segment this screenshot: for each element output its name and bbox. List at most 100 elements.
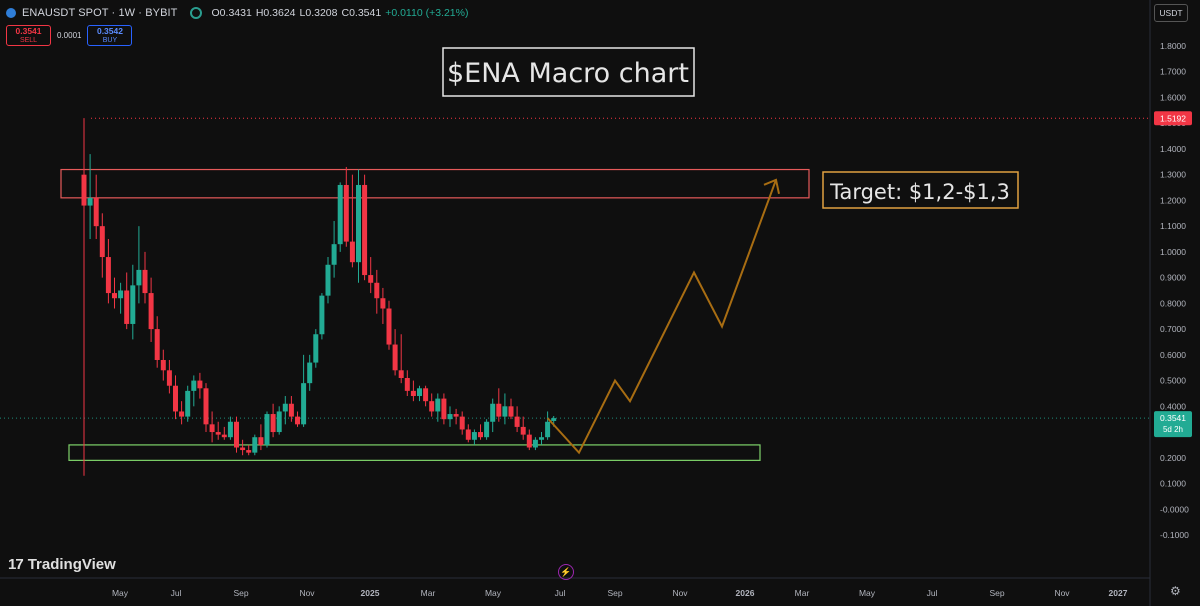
settings-gear-icon[interactable]: ⚙: [1170, 584, 1181, 598]
market-status-icon: [189, 7, 202, 19]
candle-body: [368, 275, 374, 283]
candle-body: [343, 184, 349, 242]
candle-body: [93, 197, 99, 227]
candle-body: [276, 411, 282, 433]
currency-selector[interactable]: USDT: [1154, 4, 1188, 22]
x-tick-label: Mar: [795, 588, 810, 598]
candle-body: [301, 383, 307, 425]
candle-body: [459, 416, 465, 430]
x-tick-label: Sep: [989, 588, 1004, 598]
ohlc-values: O0.3431 H0.3624 L0.3208 C0.3541 +0.0110 …: [212, 7, 469, 19]
candle-body: [282, 403, 288, 412]
last-price-countdown: 5d 2h: [1163, 425, 1183, 434]
candle-body: [337, 184, 343, 245]
candle-body: [154, 329, 160, 360]
symbol-title[interactable]: ENAUSDT SPOT · 1W · BYBIT: [22, 7, 178, 19]
x-tick-label: Jul: [555, 588, 566, 598]
y-tick-label: 1.8000: [1160, 41, 1186, 51]
x-tick-label: May: [112, 588, 129, 598]
candle-body: [136, 269, 142, 286]
sell-button[interactable]: 0.3541 SELL: [6, 25, 51, 46]
candle-body: [173, 385, 178, 412]
candle-body: [99, 226, 105, 258]
x-tick-label: Jul: [927, 588, 938, 598]
last-price-label: 0.3541: [1160, 413, 1186, 423]
candle-body: [392, 344, 398, 371]
candle-body: [313, 334, 319, 363]
high-price-label: 1.5192: [1160, 113, 1186, 123]
high-price-tag: [1154, 111, 1192, 126]
candle-body: [539, 437, 544, 440]
candle-body: [240, 447, 246, 451]
buy-button[interactable]: 0.3542 BUY: [87, 25, 133, 46]
candle-body: [410, 390, 416, 397]
candle-body: [349, 241, 355, 263]
candle-body: [270, 414, 276, 433]
x-tick-label: Jul: [171, 588, 182, 598]
candle-body: [197, 380, 203, 389]
candle-body: [191, 380, 197, 391]
candle-body: [105, 257, 111, 294]
projection-path: [546, 179, 777, 455]
candle-body: [246, 450, 252, 453]
sell-label: SELL: [19, 37, 38, 44]
candle-body: [148, 293, 154, 330]
candle-body: [258, 437, 264, 445]
candle-body: [484, 421, 490, 438]
y-tick-label: 0.6000: [1160, 350, 1186, 360]
tradingview-logo: 17 TradingView: [8, 556, 116, 573]
change-value: +0.0110 (+3.21%): [385, 7, 469, 19]
y-tick-label: 0.7000: [1160, 324, 1186, 334]
y-tick-label: 1.6000: [1160, 92, 1186, 102]
candle-body: [87, 197, 93, 206]
x-tick-label: Mar: [421, 588, 436, 598]
candle-body: [118, 290, 124, 299]
candles-group: [81, 118, 557, 476]
candle-body: [325, 264, 331, 296]
title-box: [442, 47, 695, 97]
tradingview-wordmark: TradingView: [27, 556, 116, 573]
buy-price: 0.3542: [96, 26, 123, 36]
candle-body: [203, 388, 209, 425]
y-tick-label: 1.7000: [1160, 67, 1186, 77]
candle-body: [380, 298, 386, 309]
y-tick-label: -0.0000: [1160, 504, 1189, 514]
candle-body: [490, 403, 496, 422]
x-tick-label: 2027: [1109, 588, 1128, 598]
candle-body: [166, 370, 172, 386]
y-tick-label: 1.1000: [1160, 221, 1186, 231]
candle-body: [160, 359, 166, 371]
buy-label: BUY: [102, 37, 118, 44]
tradingview-mark-icon: 17: [8, 556, 24, 573]
y-tick-label: 1.2000: [1160, 195, 1186, 205]
flash-icon[interactable]: ⚡: [558, 564, 574, 580]
y-tick-label: 0.1000: [1160, 479, 1186, 489]
candle-body: [398, 370, 404, 379]
trade-panel: 0.3541 SELL 0.0001 0.3542 BUY: [6, 25, 133, 46]
target-box: [822, 171, 1019, 209]
candle-body: [496, 403, 502, 417]
y-tick-label: -0.1000: [1160, 530, 1189, 540]
candle-body: [508, 406, 514, 417]
candle-body: [404, 378, 410, 391]
candle-body: [532, 439, 538, 448]
x-tick-label: 2026: [736, 588, 755, 598]
candle-body: [435, 398, 441, 412]
candle-body: [453, 414, 459, 417]
candle-body: [417, 388, 422, 397]
x-tick-label: May: [485, 588, 502, 598]
y-tick-label: 0.8000: [1160, 298, 1186, 308]
x-tick-label: May: [859, 588, 876, 598]
low-value: L0.3208: [299, 7, 338, 19]
candle-body: [526, 434, 532, 448]
candle-body: [295, 416, 300, 425]
y-tick-label: 0.5000: [1160, 376, 1186, 386]
candle-body: [478, 432, 483, 438]
symbol-header: ENAUSDT SPOT · 1W · BYBIT O0.3431 H0.362…: [6, 5, 468, 21]
candle-body: [112, 293, 117, 299]
candle-body: [264, 414, 270, 445]
y-tick-label: 0.9000: [1160, 273, 1186, 283]
candle-body: [545, 421, 551, 438]
candle-body: [514, 416, 520, 427]
